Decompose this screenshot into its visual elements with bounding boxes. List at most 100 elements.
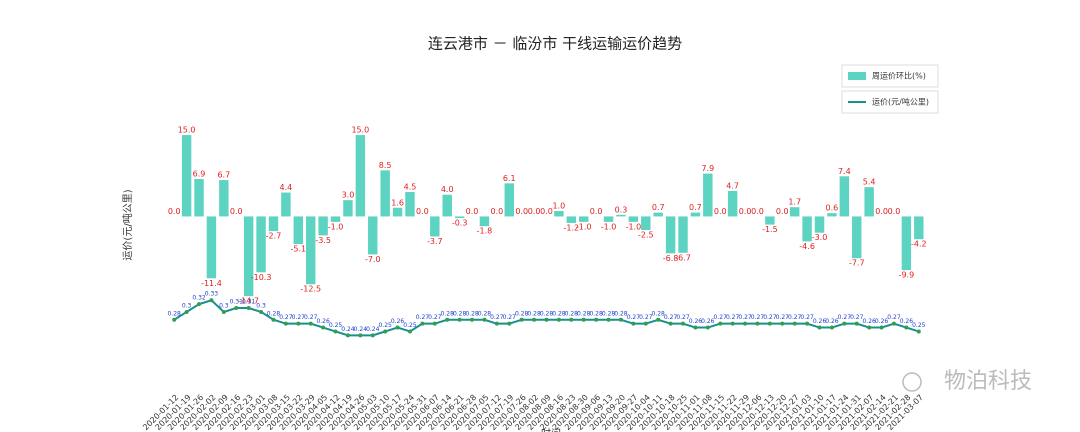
line-value-label: 0.26 — [825, 318, 839, 325]
bar — [789, 207, 800, 217]
bar-value-label: -7.0 — [365, 255, 381, 264]
line-point — [780, 321, 785, 326]
bar-value-label: 15.0 — [178, 126, 196, 135]
bar — [628, 216, 639, 222]
line-point — [246, 306, 251, 311]
bar — [281, 192, 291, 217]
bar-value-label: -14.7 — [238, 297, 259, 306]
bar — [653, 212, 663, 217]
line-value-label: 0.25 — [329, 322, 343, 329]
bar — [243, 216, 254, 297]
line-point — [432, 321, 437, 326]
line-point — [184, 309, 189, 314]
bar-value-label: 4.0 — [441, 185, 454, 194]
line-point — [259, 309, 264, 314]
bar-value-label: -2.7 — [266, 232, 282, 241]
bar-value-label: -7.7 — [849, 259, 865, 268]
line-value-label: 0.25 — [403, 322, 417, 329]
bar — [665, 216, 676, 254]
bar — [678, 216, 688, 253]
bar — [914, 216, 924, 240]
bar — [454, 216, 465, 219]
line-point — [681, 321, 686, 326]
bar-value-label: 5.4 — [863, 178, 876, 187]
bar-value-label: 0.6 — [826, 204, 839, 213]
bar — [566, 216, 577, 223]
bar — [343, 200, 353, 217]
bar-value-label: 0.7 — [652, 203, 665, 212]
bar-value-label: 7.9 — [701, 164, 714, 173]
bar-value-label: -1.0 — [328, 222, 344, 231]
bar — [430, 216, 440, 237]
line-point — [445, 317, 450, 322]
line-point — [743, 321, 748, 326]
bar — [305, 216, 316, 285]
line-point — [842, 321, 847, 326]
line-value-label: 0.24 — [366, 326, 380, 333]
bar — [206, 216, 217, 279]
bar — [852, 216, 862, 259]
bar — [641, 216, 651, 230]
line-value-label: 0.28 — [527, 310, 541, 317]
line-point — [308, 321, 313, 326]
bar-value-label: -1.8 — [477, 227, 493, 236]
bar-value-label: 0.0 — [230, 207, 243, 216]
line-value-label: 0.26 — [900, 318, 914, 325]
line-point — [730, 321, 735, 326]
line-point — [197, 302, 202, 307]
line-point — [904, 325, 909, 330]
line-point — [395, 325, 400, 330]
line-point — [569, 317, 574, 322]
bar-value-label: 0.0 — [714, 207, 727, 216]
line-point — [407, 329, 412, 334]
line-point — [544, 317, 549, 322]
bar-value-label: 0.0 — [466, 207, 479, 216]
bar-value-label: 4.4 — [280, 183, 293, 192]
bar-value-label: -11.4 — [201, 279, 222, 288]
line-value-label: 0.3 — [182, 302, 192, 309]
bar — [690, 212, 701, 217]
line-value-label: 0.27 — [416, 314, 430, 321]
line-value-label: 0.26 — [701, 318, 715, 325]
line-point — [457, 317, 462, 322]
line-value-label: 0.27 — [776, 314, 790, 321]
bar — [765, 216, 775, 225]
line-value-label: 0.28 — [565, 310, 579, 317]
line-value-label: 0.28 — [441, 310, 455, 317]
line-value-label: 0.27 — [503, 314, 517, 321]
bar — [901, 216, 912, 271]
line-point — [767, 321, 772, 326]
bar-value-label: 1.0 — [553, 202, 566, 211]
line-value-label: 0.33 — [205, 291, 219, 298]
bar-value-label: 3.0 — [342, 191, 355, 200]
bar — [479, 216, 490, 227]
line-point — [718, 321, 723, 326]
line-value-label: 0.27 — [850, 314, 864, 321]
line-value-label: 0.27 — [664, 314, 678, 321]
bar — [380, 170, 390, 217]
line-value-label: 0.28 — [602, 310, 616, 317]
bar — [727, 190, 738, 217]
line-value-label: 0.27 — [800, 314, 814, 321]
line-point — [891, 321, 896, 326]
line-value-label: 0.32 — [192, 295, 206, 302]
bar — [554, 211, 564, 217]
line-point — [532, 317, 537, 322]
bar-value-label: 0.0 — [515, 207, 528, 216]
bar-value-label: 6.7 — [217, 171, 230, 180]
line-value-label: 0.28 — [652, 310, 666, 317]
line-value-label: 0.25 — [912, 322, 926, 329]
line-point — [271, 317, 276, 322]
bar-value-label: -3.5 — [315, 236, 331, 245]
bar — [405, 192, 415, 217]
bar — [355, 135, 366, 217]
line-value-label: 0.27 — [304, 314, 318, 321]
bar-value-label: 1.6 — [391, 198, 404, 207]
legend-box — [841, 64, 939, 88]
line-value-label: 0.27 — [627, 314, 641, 321]
bar-value-label: -5.1 — [290, 245, 306, 254]
bar — [802, 216, 812, 242]
bar-value-label: 4.5 — [404, 183, 417, 192]
line-value-label: 0.28 — [168, 310, 182, 317]
